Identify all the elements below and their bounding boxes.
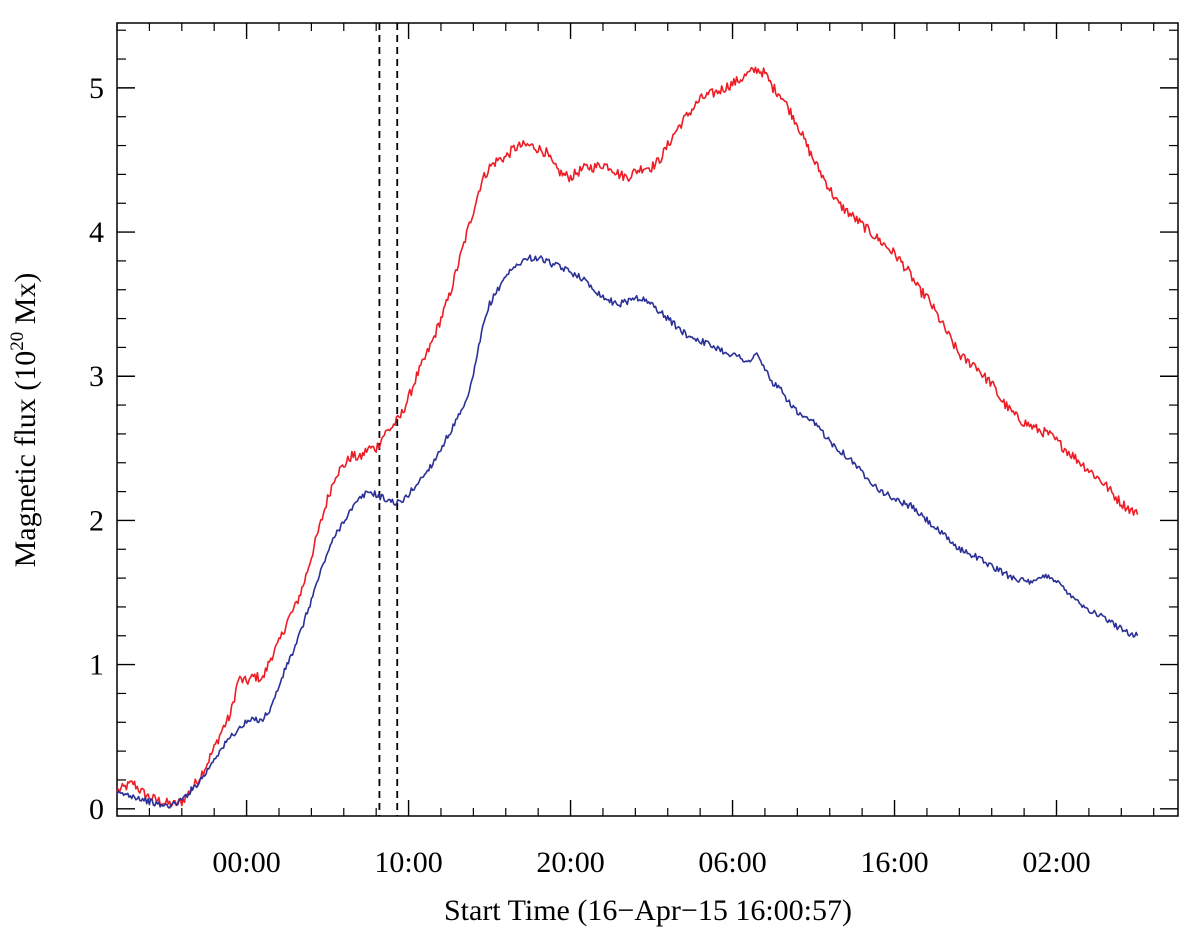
y-tick-label: 4 — [89, 216, 104, 249]
x-tick-label: 20:00 — [536, 846, 604, 879]
minor-ticks — [116, 23, 1178, 816]
y-tick-labels: 0 1 2 3 4 5 — [89, 72, 104, 826]
series-group — [116, 66, 1139, 809]
y-tick-label: 2 — [89, 504, 104, 537]
y-axis-title-suffix: Mx) — [9, 273, 42, 332]
x-tick-label: 16:00 — [860, 846, 928, 879]
x-tick-label: 00:00 — [212, 846, 280, 879]
reference-lines — [378, 23, 399, 816]
y-tick-label: 0 — [89, 793, 104, 826]
series-line-red — [116, 66, 1139, 808]
plot-frame — [116, 22, 1179, 817]
x-axis-title: Start Time (16−Apr−15 16:00:57) — [444, 894, 852, 927]
y-axis-title: Magnetic flux (1020 Mx) — [7, 273, 42, 568]
y-tick-label: 3 — [89, 360, 104, 393]
major-ticks — [117, 23, 1178, 816]
series-line-blue — [116, 254, 1139, 809]
x-tick-label: 06:00 — [698, 846, 766, 879]
x-tick-labels: 00:00 10:00 20:00 06:00 16:00 02:00 — [212, 846, 1090, 879]
x-tick-label: 02:00 — [1022, 846, 1090, 879]
y-tick-label: 1 — [89, 649, 104, 682]
x-tick-label: 10:00 — [374, 846, 442, 879]
y-axis-title-prefix: Magnetic flux (10 — [9, 351, 42, 568]
y-tick-label: 5 — [89, 72, 104, 105]
y-axis-title-exponent: 20 — [7, 332, 28, 351]
